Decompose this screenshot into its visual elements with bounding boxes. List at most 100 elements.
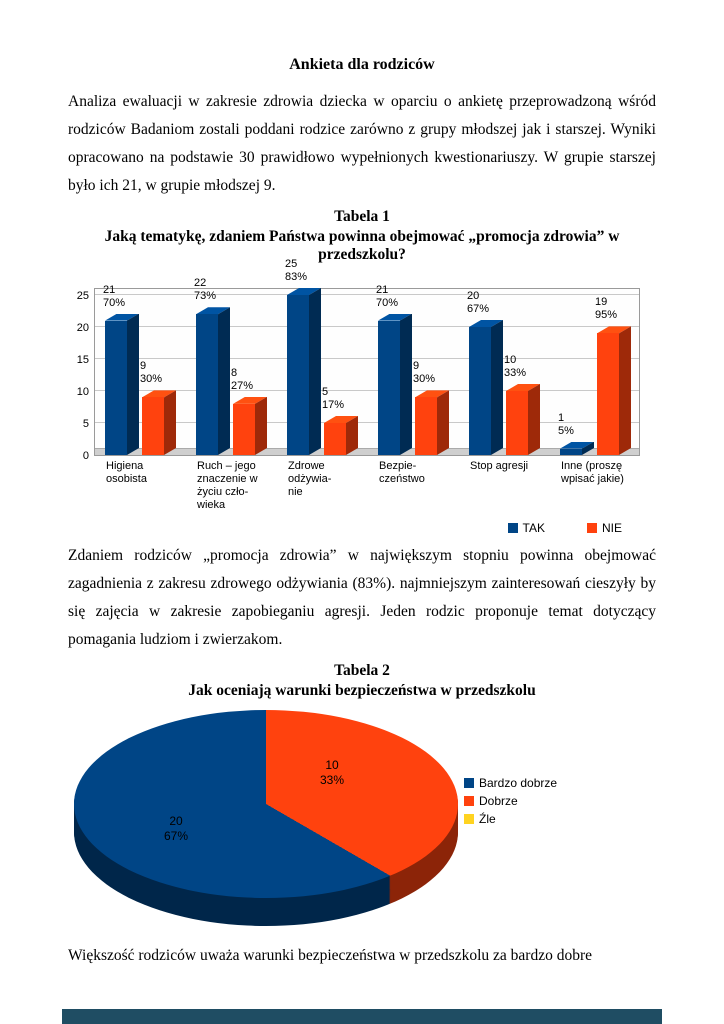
bar-chart-main: 0 5 10 15 20 25 21 70% 9 30% 22 73% 8 27% 25 83% 5 17% 21… bbox=[68, 258, 656, 462]
legend-swatch bbox=[507, 523, 518, 533]
pie-label-value: 10 bbox=[325, 758, 339, 772]
bar-value-label: 9 30% bbox=[140, 360, 162, 386]
bar-side-face bbox=[164, 390, 176, 455]
analysis-paragraph: Zdaniem rodziców „promocja zdrowia” w na… bbox=[68, 547, 656, 648]
bar-label-line: 95% bbox=[595, 309, 618, 322]
pie-legend-item: Dobrze bbox=[464, 794, 557, 808]
category-label: Inne (proszę wpisać jakie) bbox=[561, 460, 647, 486]
bar-label-line: 30% bbox=[413, 373, 436, 386]
category-label: Bezpie-czeństwo bbox=[379, 460, 465, 486]
bar-side-face bbox=[255, 397, 267, 455]
bar-side-face bbox=[619, 326, 631, 455]
gridline bbox=[95, 358, 639, 359]
bar-value-label: 19 95% bbox=[595, 296, 617, 322]
bar-top-face bbox=[378, 313, 412, 321]
bar-label-line: 67% bbox=[467, 303, 490, 315]
bar-top-face bbox=[415, 390, 449, 398]
plot-area: 21 70% 9 30% 22 73% 8 27% 25 83% 5 17% 21 70% 9 30% 20 67… bbox=[94, 258, 640, 456]
bar-label-line: 20 bbox=[467, 290, 480, 302]
pie-legend-label: Bardzo dobrze bbox=[479, 776, 558, 790]
bar-nie bbox=[415, 390, 449, 455]
category-label-line: Higiena bbox=[106, 460, 144, 472]
bar-label-line: 83% bbox=[285, 271, 308, 283]
conclusion-paragraph: Większość rodziców uważa warunki bezpiec… bbox=[68, 947, 592, 964]
bar-value-label: 1 5% bbox=[558, 412, 574, 438]
bar-label-line: 9 bbox=[140, 360, 147, 373]
bar-top-face bbox=[560, 441, 594, 449]
pie-label-pct: 67% bbox=[164, 829, 189, 843]
legend-swatch bbox=[464, 814, 474, 824]
gridline bbox=[95, 294, 639, 295]
category-label-line: wieka bbox=[197, 499, 226, 511]
bar-top-face bbox=[597, 326, 631, 334]
bar-tak bbox=[287, 288, 321, 455]
pie-legend-label: Źle bbox=[479, 812, 496, 826]
bar-top-face bbox=[233, 396, 267, 404]
bar-label-line: 70% bbox=[103, 296, 126, 309]
category-label-line: wpisać jakie) bbox=[561, 473, 624, 485]
bar-value-label: 21 70% bbox=[103, 284, 125, 310]
bar-tak bbox=[469, 320, 503, 455]
bar-label-line: 9 bbox=[413, 360, 420, 373]
legend-label: TAK bbox=[522, 521, 545, 535]
category-label-line: życiu czło- bbox=[197, 486, 249, 498]
pie-slice-label: 20 67% bbox=[164, 814, 188, 844]
chart1-title: Jaką tematykę, zdaniem Państwa powinna o… bbox=[104, 228, 620, 263]
intro-paragraph: Analiza ewaluacji w zakresie zdrowia dzi… bbox=[68, 93, 656, 194]
bar-nie bbox=[233, 396, 267, 455]
bar-top-face bbox=[142, 390, 176, 398]
bar-value-label: 8 27% bbox=[231, 367, 253, 393]
y-axis-tick: 15 bbox=[76, 354, 89, 366]
pie-slice-label: 10 33% bbox=[320, 758, 344, 788]
bar-label-line: 70% bbox=[376, 296, 399, 309]
bar-nie bbox=[506, 384, 540, 455]
bar-label-line: 21 bbox=[103, 283, 116, 296]
bar-side-face bbox=[437, 390, 449, 455]
y-axis-tick: 25 bbox=[76, 290, 89, 302]
bar-value-label: 10 33% bbox=[504, 354, 526, 380]
category-label-line: osobista bbox=[106, 473, 147, 485]
y-axis-tick: 20 bbox=[76, 322, 89, 334]
legend-swatch bbox=[586, 523, 597, 533]
category-label-line: Stop agresji bbox=[470, 460, 529, 472]
bar-label-line: 22 bbox=[194, 277, 207, 290]
bar-top-face bbox=[105, 313, 139, 321]
bar-tak bbox=[196, 307, 230, 455]
pie-legend: Bardzo dobrze Dobrze Źle bbox=[464, 776, 557, 826]
bar-nie bbox=[597, 326, 631, 455]
bar-value-label: 9 30% bbox=[413, 360, 435, 386]
category-label: Higiena osobista bbox=[106, 460, 192, 486]
bar-value-label: 22 73% bbox=[194, 277, 216, 303]
bar-tak bbox=[560, 441, 594, 455]
bar-label-line: 10 bbox=[504, 354, 517, 366]
bar-chart: 0 5 10 15 20 25 21 70% 9 30% 22 73% 8 27% 25 83% 5 17% 21… bbox=[68, 258, 656, 536]
bar-nie bbox=[324, 416, 358, 455]
legend-item-nie: NIE bbox=[586, 521, 622, 535]
pie-legend-label: Dobrze bbox=[479, 794, 518, 808]
bar-label-line: 5 bbox=[322, 386, 329, 398]
bar-tak bbox=[378, 313, 412, 455]
category-label-line: czeństwo bbox=[379, 473, 425, 485]
document-title: Ankieta dla rodziców bbox=[289, 56, 435, 73]
pie-legend-item: Bardzo dobrze bbox=[464, 776, 557, 790]
category-label-line: Ruch – jego bbox=[197, 460, 256, 472]
bar-side-face bbox=[309, 288, 321, 455]
chart2-title: Jak oceniają warunki bezpieczeństwa w pr… bbox=[188, 682, 536, 699]
category-axis: Higiena osobista Ruch – jego znaczenie w życ… bbox=[94, 460, 656, 518]
bar-label-line: 73% bbox=[194, 290, 217, 303]
bar-side-face bbox=[491, 320, 503, 455]
bar-side-face bbox=[218, 307, 230, 455]
category-label: Zdrowe odżywia-nie bbox=[288, 460, 374, 499]
legend-swatch bbox=[464, 778, 474, 788]
bar-label-line: 27% bbox=[231, 379, 254, 392]
legend-item-tak: TAK bbox=[507, 521, 545, 535]
gridline bbox=[95, 326, 639, 327]
bar-label-line: 21 bbox=[376, 283, 389, 296]
bar-side-face bbox=[400, 314, 412, 455]
bar-value-label: 20 67% bbox=[467, 290, 489, 316]
tabela2-label: Tabela 2 bbox=[334, 662, 390, 679]
bar-label-line: 30% bbox=[140, 373, 163, 386]
pie-legend-item: Źle bbox=[464, 812, 557, 826]
pie-top-face bbox=[74, 710, 458, 898]
